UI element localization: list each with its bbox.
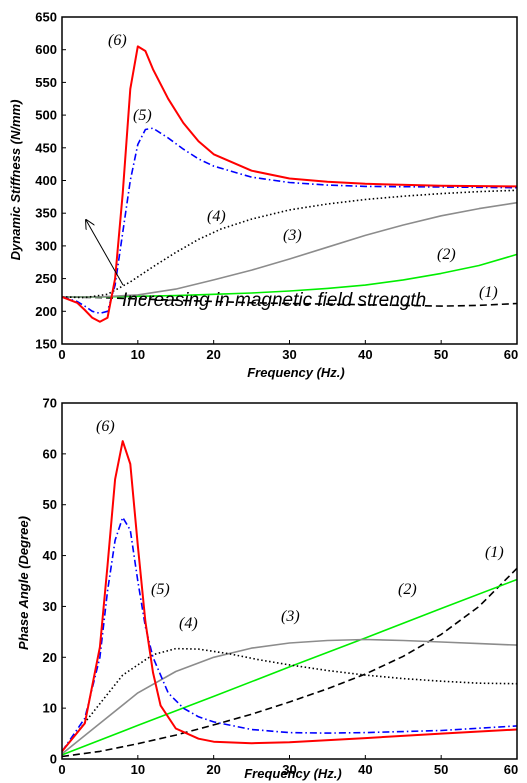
- field-strength-arrow: [86, 220, 124, 286]
- x-tick-label: 40: [358, 762, 372, 777]
- x-axis-label: Frequency (Hz.): [244, 766, 342, 781]
- y-tick-label: 20: [43, 650, 57, 665]
- series-label-5: (5): [133, 107, 152, 124]
- x-tick-label: 30: [282, 347, 296, 362]
- series-label-2: (2): [437, 246, 456, 263]
- series-line-4: [61, 189, 518, 299]
- series-label-2: (2): [398, 581, 417, 598]
- x-tick-label: 50: [434, 347, 448, 362]
- series-label-4: (4): [179, 615, 198, 632]
- x-tick-label: 0: [58, 347, 65, 362]
- series-line-5: [61, 516, 518, 752]
- y-tick-label: 150: [35, 337, 57, 352]
- x-tick-label: 0: [58, 762, 65, 777]
- y-tick-label: 50: [43, 497, 57, 512]
- x-tick-label: 60: [504, 347, 518, 362]
- series-label-1: (1): [485, 544, 504, 561]
- series-line-3: [62, 201, 518, 298]
- y-tick-label: 40: [43, 548, 57, 563]
- y-tick-label: 650: [35, 10, 57, 25]
- x-tick-label: 30: [282, 762, 296, 777]
- series-line-1: [61, 296, 518, 307]
- series-line-1: [61, 567, 518, 758]
- y-axis-label: Dynamic Stiffness (N/mm): [8, 100, 23, 261]
- y-tick-label: 30: [43, 599, 57, 614]
- y-tick-label: 70: [43, 396, 57, 411]
- x-tick-label: 10: [131, 762, 145, 777]
- series-label-6: (6): [96, 418, 115, 435]
- y-tick-label: 10: [43, 701, 57, 716]
- annotation-text: Increasing in magnetic field strength: [122, 290, 426, 311]
- y-tick-label: 500: [35, 108, 57, 123]
- y-tick-label: 60: [43, 446, 57, 461]
- x-tick-label: 20: [206, 347, 220, 362]
- y-tick-label: 550: [35, 75, 57, 90]
- y-tick-label: 400: [35, 173, 57, 188]
- x-tick-label: 20: [206, 762, 220, 777]
- y-axis-label: Phase Angle (Degree): [16, 516, 31, 650]
- x-tick-label: 40: [358, 347, 372, 362]
- y-tick-label: 200: [35, 304, 57, 319]
- series-label-5: (5): [151, 581, 170, 598]
- y-tick-label: 450: [35, 140, 57, 155]
- y-tick-label: 250: [35, 271, 57, 286]
- series-line-2: [61, 578, 518, 756]
- plot-frame: [61, 402, 518, 760]
- series-label-3: (3): [283, 227, 302, 244]
- y-tick-label: 600: [35, 42, 57, 57]
- x-tick-label: 10: [131, 347, 145, 362]
- series-label-1: (1): [479, 284, 498, 301]
- series-label-4: (4): [207, 208, 226, 225]
- plot-frame: [61, 16, 518, 345]
- dynamic-stiffness-chart: 0 10 20 30 40 50 60 150 200 250 300 350 400 450 500 550…: [8, 10, 518, 381]
- x-axis-label: Frequency (Hz.): [247, 365, 345, 380]
- series-line-6: [61, 440, 518, 753]
- series-line-4: [61, 647, 518, 752]
- series-line-6: [61, 45, 518, 323]
- x-tick-label: 60: [504, 762, 518, 777]
- series-label-3: (3): [281, 608, 300, 625]
- series-line-3: [61, 638, 518, 755]
- series-line-2: [62, 253, 518, 298]
- y-tick-label: 0: [50, 752, 57, 767]
- x-tick-label: 50: [434, 762, 448, 777]
- series-label-6: (6): [108, 32, 127, 49]
- series-line-5: [61, 127, 518, 315]
- y-tick-label: 350: [35, 206, 57, 221]
- phase-angle-chart: 0 10 20 30 40 50 60 0 10 20 30 40 50 60 70 Frequency (…: [16, 396, 518, 782]
- y-tick-label: 300: [35, 238, 57, 253]
